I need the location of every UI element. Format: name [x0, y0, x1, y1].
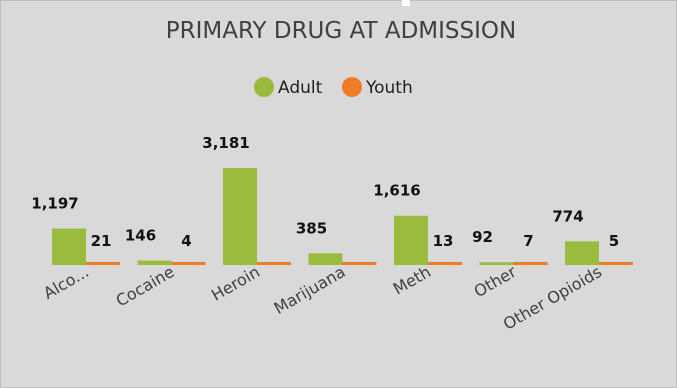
data-label-adult-other: 92	[472, 228, 493, 246]
legend-marker-adult	[254, 77, 274, 97]
x-tick-meth: Meth	[390, 262, 434, 298]
bar-adult-other-opioids	[565, 241, 599, 265]
bar-youth-heroin	[257, 262, 291, 265]
legend-marker-youth	[342, 77, 362, 97]
data-label-adult-meth: 1,616	[373, 182, 420, 200]
x-tick-other: Other	[471, 262, 520, 301]
data-label-adult-other-opioids: 774	[552, 207, 583, 225]
bar-adult-alco	[52, 228, 86, 265]
data-label-adult-alco: 1,197	[31, 194, 78, 212]
legend-label-adult: Adult	[278, 78, 323, 98]
bar-adult-cocaine	[137, 260, 172, 265]
bar-youth-marijuana	[342, 262, 377, 265]
data-label-youth-meth: 13	[433, 232, 454, 250]
bar-youth-alco	[86, 262, 120, 265]
data-label-adult-heroin: 3,181	[202, 134, 249, 152]
bar-youth-cocaine	[171, 262, 206, 265]
x-tick-alco: Alco...	[40, 262, 92, 303]
bar-youth-other-opioids	[599, 262, 633, 265]
data-label-adult-marijuana: 385	[296, 219, 327, 237]
legend-label-youth: Youth	[365, 78, 413, 98]
x-tick-labels-group: Alco... Cocaine Heroin Marijuana Meth OtherOt…	[40, 262, 605, 334]
data-label-youth-cocaine: 4	[181, 232, 191, 250]
bar-youth-meth	[428, 262, 462, 265]
frame-gap	[402, 0, 410, 6]
data-label-youth-alco: 21	[91, 232, 112, 250]
data-labels-group: 1,197 21 146 4 3,181 385 1,616 13 92 7 774 5	[31, 134, 619, 250]
data-label-adult-cocaine: 146	[125, 227, 156, 245]
chart-title: PRIMARY DRUG AT ADMISSION	[166, 18, 516, 44]
bar-adult-meth	[394, 215, 428, 265]
data-label-youth-other: 7	[523, 232, 533, 250]
chart-legend: Adult Youth	[254, 77, 413, 98]
x-tick-marijuana: Marijuana	[271, 262, 349, 318]
bar-adult-heroin	[223, 168, 257, 265]
data-label-youth-other-opioids: 5	[609, 232, 619, 250]
bar-adult-marijuana	[308, 253, 343, 265]
bar-adult-other	[479, 262, 514, 265]
bar-youth-other	[513, 262, 548, 265]
x-tick-cocaine: Cocaine	[113, 262, 178, 310]
x-tick-heroin: Heroin	[208, 262, 263, 305]
bars-group	[52, 168, 633, 265]
